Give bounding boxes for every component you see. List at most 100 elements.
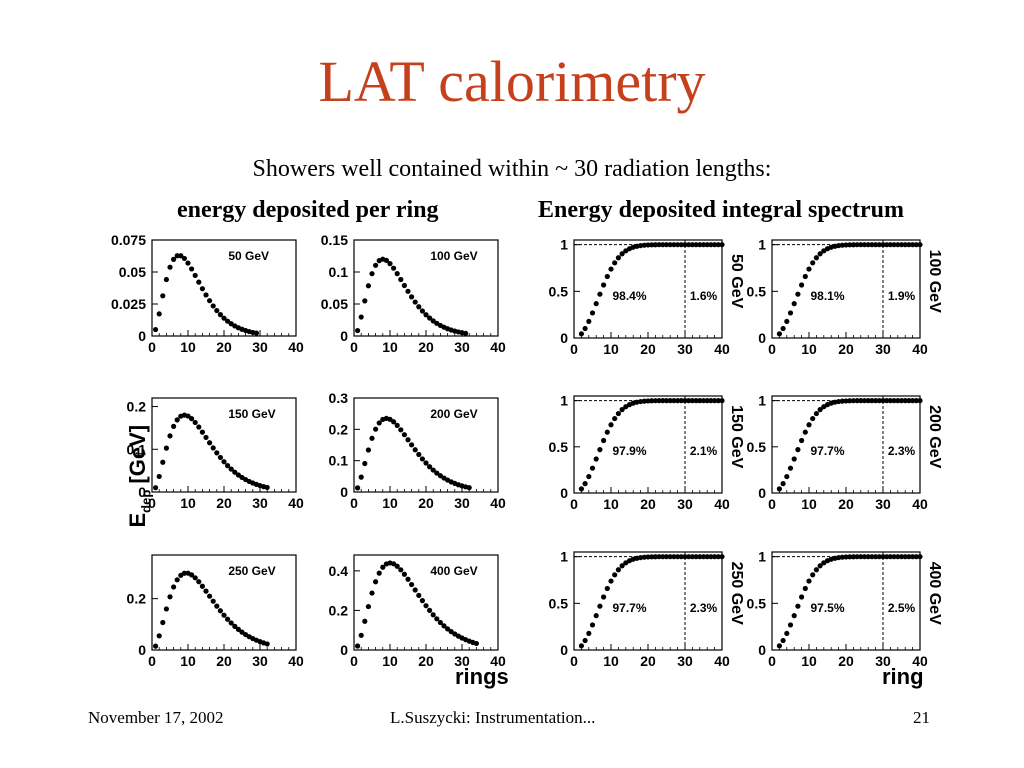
ring-chart-xtick-label: 20 <box>418 495 434 511</box>
ring-data-point <box>221 612 227 618</box>
integral-data-point <box>913 242 919 248</box>
integral-data-point <box>876 398 882 404</box>
integral-data-point <box>813 255 820 261</box>
ring-data-point <box>174 417 180 423</box>
ring-data-point <box>189 572 195 578</box>
ring-data-point <box>362 298 368 304</box>
chart-2: 0 10 20 30 40 0 0.1 0.2 150 GeV <box>127 397 304 511</box>
footer-date: November 17, 2002 <box>88 708 224 727</box>
ring-data-point <box>163 606 169 612</box>
ring-data-point <box>401 571 407 577</box>
integral-chart-xtick-label: 10 <box>801 496 817 512</box>
ring-data-point <box>199 429 205 435</box>
integral-data-point <box>649 242 655 248</box>
integral-data-point <box>715 242 721 248</box>
integral-data-point <box>660 554 666 560</box>
integral-chart-xtick-label: 20 <box>640 341 656 357</box>
ring-data-point <box>358 632 364 638</box>
ring-data-point <box>167 264 173 270</box>
integral-data-point <box>847 242 853 248</box>
integral-data-point <box>913 398 919 404</box>
integral-data-point <box>906 554 912 560</box>
integral-data-point <box>689 554 696 560</box>
ring-data-point <box>398 276 404 283</box>
ring-chart-ytick-label: 0.075 <box>111 232 146 248</box>
ring-chart-xtick-label: 30 <box>252 495 268 511</box>
integral-data-point <box>678 242 684 248</box>
ring-chart-xtick-label: 20 <box>418 653 434 669</box>
ring-data-point <box>463 330 469 336</box>
ring-data-point <box>412 299 418 305</box>
integral-data-point <box>704 242 710 248</box>
integral-data-point <box>656 554 662 560</box>
ring-data-point <box>253 330 259 336</box>
integral-data-point <box>854 242 860 248</box>
ring-chart-xtick-label: 0 <box>148 653 156 669</box>
integral-data-point <box>708 554 714 560</box>
ring-data-point <box>401 432 407 438</box>
ring-data-point <box>160 619 166 626</box>
integral-data-point <box>582 637 588 644</box>
integral-data-point <box>612 260 618 266</box>
ring-data-point <box>153 326 159 333</box>
integral-chart-xtick-label: 30 <box>677 341 693 357</box>
ring-data-point <box>416 451 422 458</box>
ring-data-point <box>217 454 223 461</box>
integral-data-point <box>686 242 692 248</box>
ring-data-point <box>235 626 241 633</box>
contained-fraction-label: 98.1% <box>810 289 844 303</box>
integral-data-point <box>806 578 812 584</box>
integral-data-point <box>858 398 864 404</box>
integral-data-point <box>675 398 681 404</box>
integral-chart-xtick-label: 30 <box>677 653 693 669</box>
integral-data-point <box>817 407 823 413</box>
ring-data-point <box>427 607 433 613</box>
ring-data-point <box>409 442 415 448</box>
integral-data-point <box>884 398 890 404</box>
integral-data-point <box>891 554 897 560</box>
ring-chart-ytick-label: 0.2 <box>127 399 147 415</box>
ring-chart-ytick-label: 0.025 <box>111 296 146 312</box>
ring-chart-xtick-label: 30 <box>454 653 470 669</box>
integral-data-point <box>597 291 603 297</box>
ring-chart-ytick-label: 0.3 <box>329 390 349 406</box>
ring-data-point <box>369 590 375 596</box>
integral-data-point <box>839 554 845 560</box>
integral-data-point <box>589 622 596 628</box>
ring-chart-xtick-label: 20 <box>216 653 232 669</box>
ring-data-point <box>225 616 231 622</box>
integral-data-point <box>910 242 916 248</box>
integral-chart-xtick-label: 20 <box>640 653 656 669</box>
ring-data-point <box>376 570 382 576</box>
integral-data-point <box>675 242 681 248</box>
integral-data-point <box>700 242 707 248</box>
ring-data-point <box>412 447 418 453</box>
integral-data-point <box>873 554 879 560</box>
integral-data-point <box>645 242 651 248</box>
ring-data-point <box>427 464 433 470</box>
integral-data-point <box>843 242 849 248</box>
ring-data-point <box>434 470 440 476</box>
integral-data-point <box>850 242 857 248</box>
integral-data-point <box>895 242 901 248</box>
integral-data-point <box>671 242 677 248</box>
leakage-fraction-label: 2.1% <box>690 444 718 458</box>
footer-author: L.Suszycki: Instrumentation... <box>390 708 596 727</box>
ring-data-point <box>427 315 433 321</box>
integral-data-point <box>902 554 908 560</box>
ring-data-point <box>365 447 371 453</box>
integral-data-point <box>682 242 688 248</box>
integral-chart-xtick-label: 10 <box>603 653 619 669</box>
integral-data-point <box>847 398 853 404</box>
integral-data-point <box>813 410 820 417</box>
slide-subtitle: Showers well contained within ~ 30 radia… <box>252 156 772 182</box>
ring-data-point <box>174 577 180 583</box>
integral-data-point <box>880 554 886 560</box>
ring-data-point <box>189 416 195 422</box>
integral-data-point <box>671 554 677 560</box>
right-x-axis-label: ring <box>882 664 924 689</box>
ring-data-point <box>373 426 379 432</box>
integral-data-point <box>861 242 868 248</box>
ring-data-point <box>225 463 231 469</box>
ring-data-point <box>264 484 270 491</box>
